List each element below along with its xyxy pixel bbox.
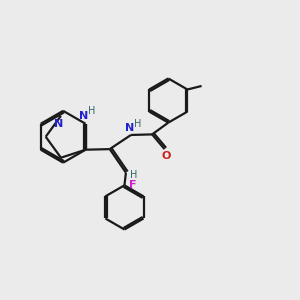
Text: N: N [79, 110, 88, 121]
Text: H: H [130, 170, 138, 180]
Text: H: H [88, 106, 96, 116]
Text: N: N [54, 119, 63, 129]
Text: H: H [134, 119, 141, 129]
Text: N: N [125, 123, 134, 133]
Text: F: F [129, 180, 136, 190]
Text: O: O [161, 151, 171, 160]
